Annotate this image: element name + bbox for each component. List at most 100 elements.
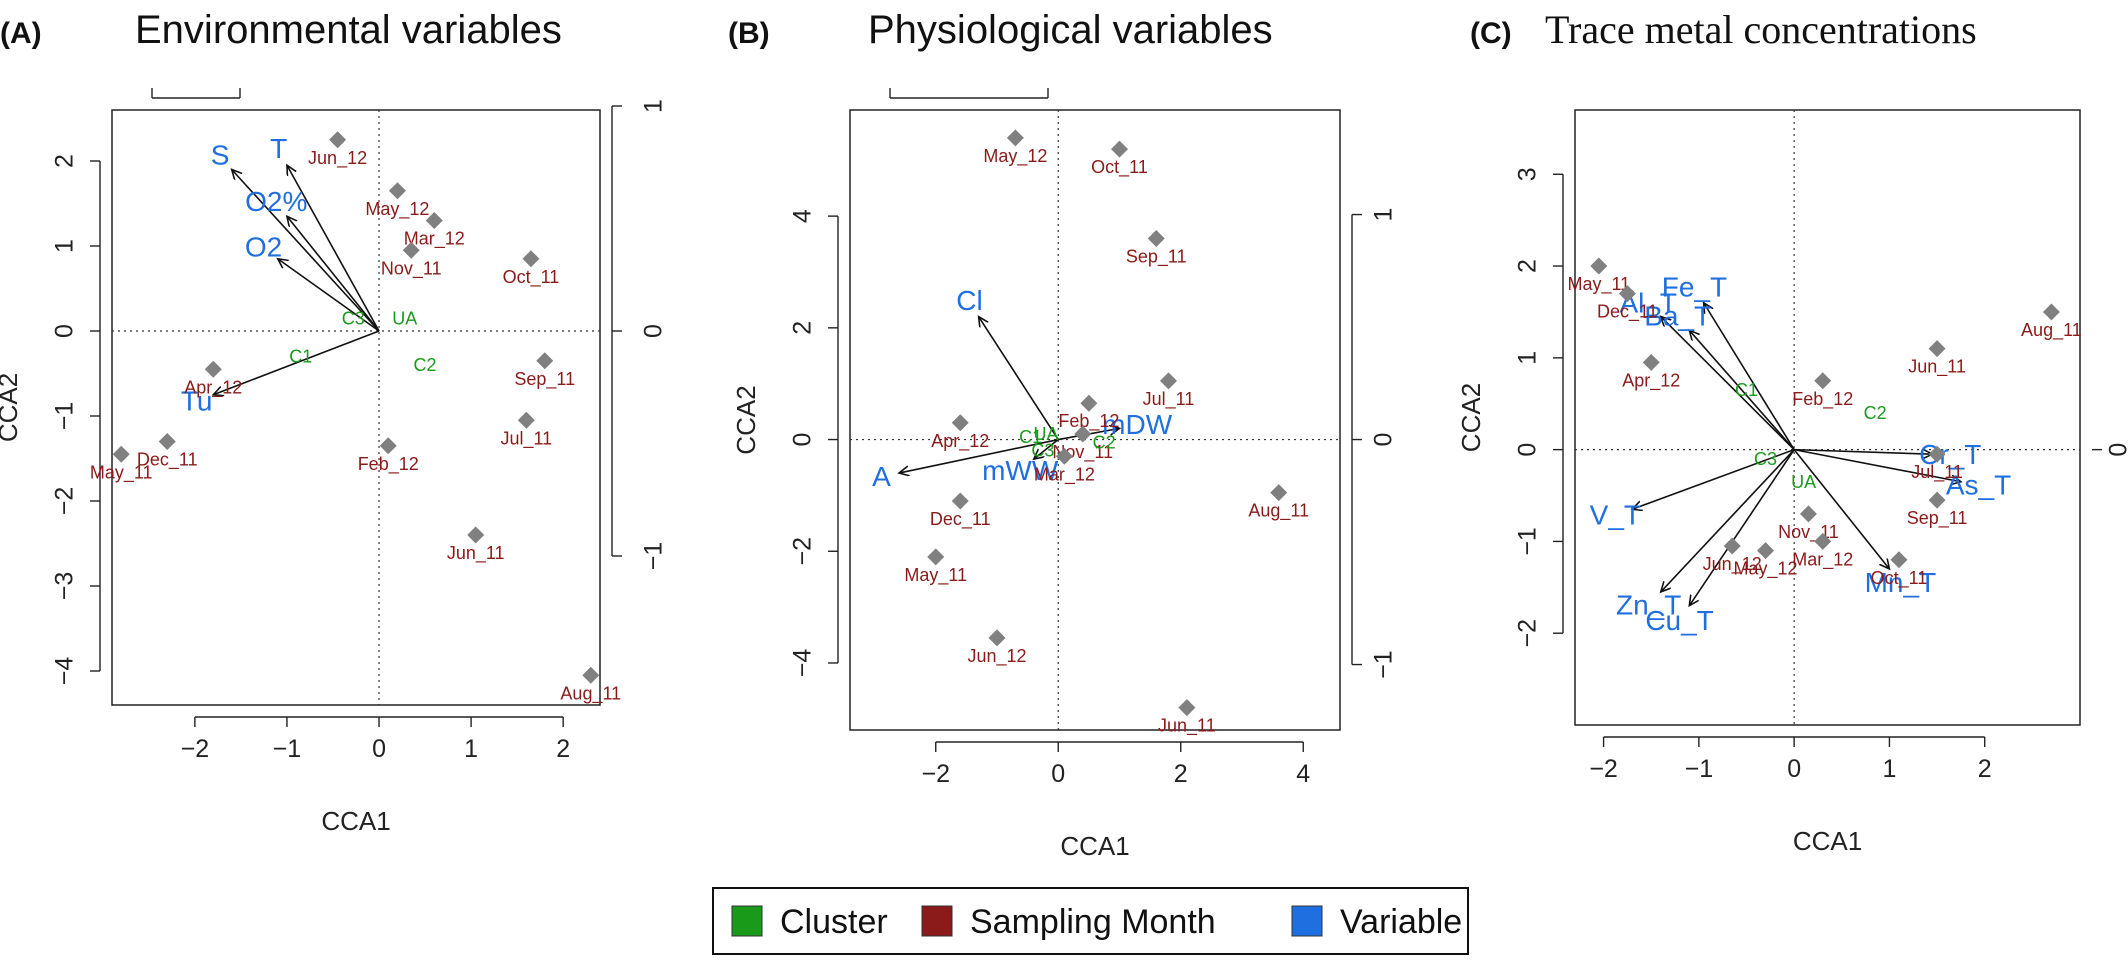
sampling-point [1642,353,1660,371]
sampling-point [1928,491,1946,509]
sampling-month-label: Dec_11 [137,450,198,471]
legend-label: Variable [1340,903,1462,941]
variable-label: As_T [1946,469,2011,500]
sampling-month-label: Jul_11 [1143,389,1195,410]
sampling-point [1814,532,1832,550]
sampling-month-label: Jul_11 [1911,462,1963,483]
x-tick-label: −2 [181,735,210,763]
sampling-point [1590,257,1608,275]
sampling-point [988,629,1006,647]
variable-label: V_T [1590,500,1641,531]
legend-swatch [921,905,953,937]
x-tick-label: 2 [1174,760,1188,788]
x-tick-label: −1 [1685,755,1714,783]
panel-title: Environmental variables [135,8,562,52]
cluster-label: C3 [342,308,365,328]
sampling-month-label: May_12 [365,199,429,220]
sampling-point [951,414,969,432]
variable-arrow [1661,317,1795,451]
sampling-month-label: Jul_11 [500,428,552,449]
sampling-point [582,666,600,684]
cluster-label: C1 [1735,380,1758,400]
y-tick-label: 3 [1514,167,1542,181]
sampling-month-label: Mar_12 [1792,549,1853,570]
sampling-point [522,250,540,268]
sampling-point [158,433,176,450]
x-axis-title: CCA1 [321,806,390,836]
variable-arrow [287,165,380,332]
x-tick-label: 4 [1296,760,1310,788]
variable-label: Ba_T [1644,301,1711,332]
panel-title: Trace metal concentrations [1545,7,1977,52]
variable-label: O2 [245,232,282,263]
variable-label: Cu_T [1645,605,1713,636]
variable-arrow [1704,303,1795,451]
variable-label: O2% [245,186,307,217]
x-tick-label: −2 [921,760,950,788]
legend-label: Sampling Month [970,903,1216,941]
sampling-point [1723,537,1741,555]
x-tick-label: −1 [273,735,302,763]
panel-3: (C) Trace metal concentrations −2 −1 0 1 2 CCA1… [1456,7,2128,856]
x-axis-title: CCA1 [1793,826,1862,856]
variable-label: S [211,140,230,171]
sampling-month-label: Jun_11 [447,543,505,564]
sampling-point [402,241,420,259]
sampling-month-label: Jun_12 [308,148,367,169]
sampling-month-label: May_12 [983,146,1047,167]
variable-arrow [1689,449,1795,606]
sampling-month-label: Sep_11 [514,369,575,390]
sampling-month-label: May_11 [904,565,967,586]
sampling-month-label: Nov_11 [1778,522,1839,543]
plot-frame [111,109,601,706]
sampling-month-label: Aug_11 [560,683,621,704]
y-axis-title: CCA2 [1456,383,1486,452]
cluster-label: UA [1033,424,1058,444]
y-tick-label: −1 [1514,527,1542,556]
right-tick-label: 1 [1370,208,1398,222]
variable-arrow [1661,449,1795,592]
variable-label: mDW [1102,409,1173,440]
sampling-point [1757,542,1775,560]
x-tick-label: 1 [1882,755,1896,783]
variable-label: Cl [956,285,982,316]
y-axis-title: CCA2 [0,373,23,442]
right-tick-label: −1 [1370,650,1398,679]
sampling-month-label: Dec_11 [930,509,991,530]
sampling-point [517,411,535,429]
sampling-month-label: Apr_12 [184,377,242,398]
right-tick-label: 0 [2105,443,2128,457]
y-tick-label: −2 [1514,619,1542,648]
sampling-month-label: Mar_12 [404,229,465,250]
x-tick-label: 0 [1787,755,1801,783]
sampling-point [467,526,485,544]
y-tick-label: −4 [51,657,79,686]
y-tick-label: −4 [789,649,817,678]
sampling-month-label: Jun_12 [1703,554,1762,575]
sampling-point [112,445,130,463]
y-tick-label: 1 [51,239,79,253]
sampling-point [1890,551,1908,569]
y-tick-label: 2 [51,154,79,168]
variable-arrow [1689,330,1795,451]
y-tick-label: 0 [51,324,79,338]
variable-arrow [213,330,380,395]
sampling-point [379,437,397,455]
sampling-month-label: Apr_12 [1622,370,1680,391]
x-tick-label: 0 [1051,760,1065,788]
sampling-month-label: Aug_11 [2021,320,2082,341]
sampling-point [329,131,347,149]
sampling-point [1799,505,1817,523]
y-tick-label: 0 [1514,443,1542,457]
sampling-month-label: Feb_12 [358,454,419,475]
cluster-label: C2 [1093,432,1116,452]
legend-swatch [1291,905,1323,937]
variable-label: Tu [181,386,213,417]
variable-arrow [1793,448,1961,482]
sampling-point [425,212,443,229]
panels-group: (A) Environmental variables −2 −1 0 1 2 CCA1 −4 −… [0,7,2128,861]
sampling-point [2042,303,2060,321]
variable-label: mWW [982,455,1059,486]
cluster-label: C1 [1019,427,1042,447]
